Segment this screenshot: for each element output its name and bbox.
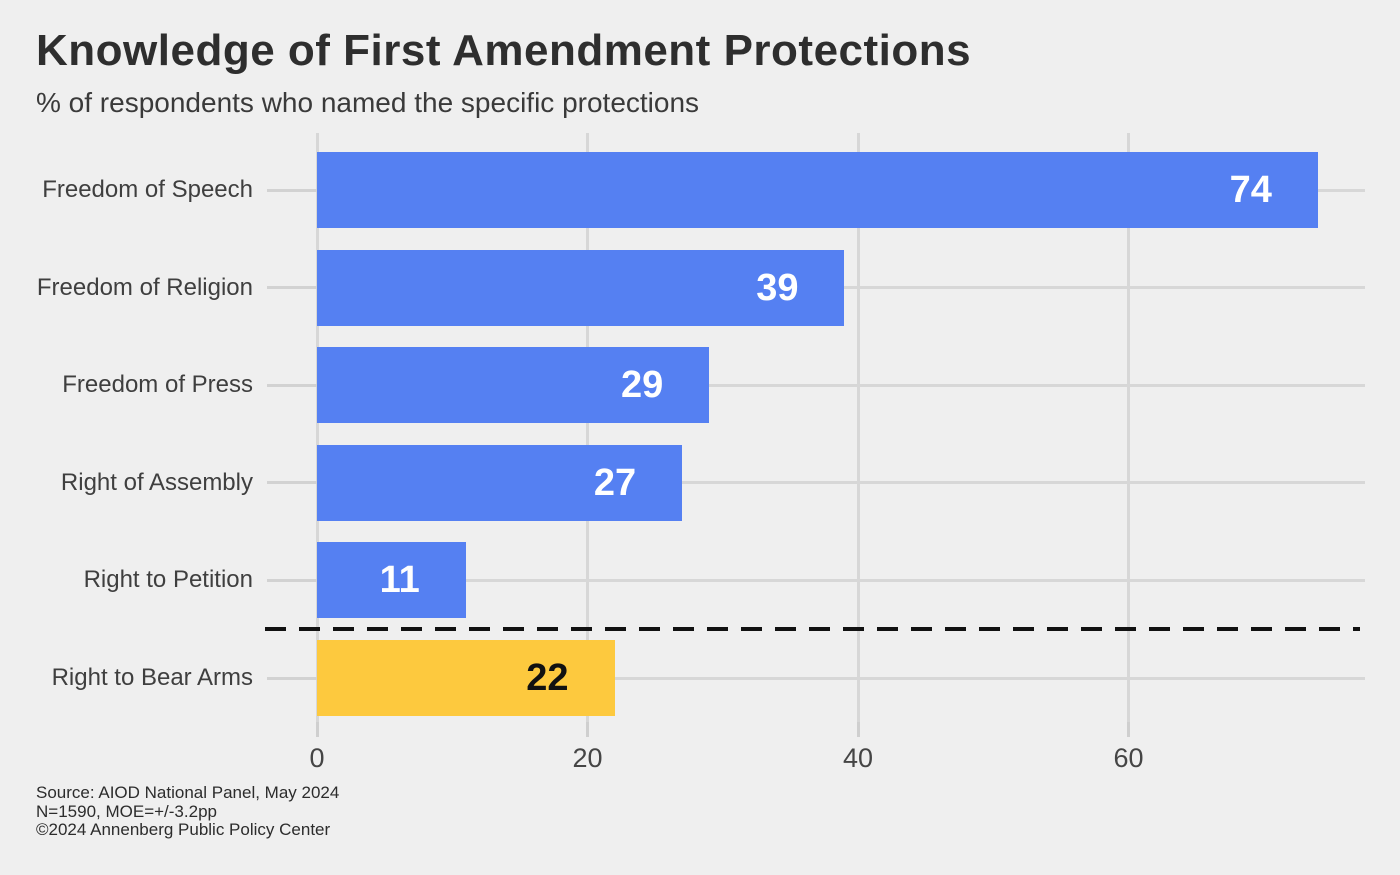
dashed-separator-line [265,627,1360,632]
bar-value-label: 22 [526,657,569,699]
row-gridline [317,383,1365,387]
bar-value-label: 27 [593,461,637,504]
y-axis-tick [267,383,317,387]
x-gridline [856,133,860,722]
y-axis-tick [267,578,317,582]
x-axis-tick [586,722,589,737]
x-gridline [315,133,319,722]
bar: 29 [317,347,710,424]
row-gridline [317,481,1365,485]
y-axis-tick [267,286,317,290]
category-label: Right to Bear Arms [51,664,253,691]
x-axis-tick [856,722,860,737]
bar: 11 [317,542,466,619]
bar: 22 [317,640,615,716]
category-label: Right to Petition [83,566,253,594]
bar: 39 [317,249,845,326]
bar-value-label: 74 [1229,169,1272,211]
bar: 27 [317,444,683,521]
chart-subtitle: % of respondents who named the specific … [36,87,700,118]
source-line: Source: AIOD National Panel, May 2024 [36,783,340,802]
bar-value-label: 11 [379,559,420,602]
category-label: Freedom of Speech [42,176,253,203]
x-axis-tick [315,722,319,737]
bar-value-label: 39 [756,266,799,309]
y-axis-tick [267,188,317,192]
source-note: Source: AIOD National Panel, May 2024 N=… [36,783,340,840]
x-tick-label: 20 [572,743,603,773]
bar: 74 [317,152,1318,228]
bar-value-label: 29 [620,364,664,407]
x-axis-tick [1127,722,1130,737]
category-label: Freedom of Press [62,371,253,399]
x-gridline [1127,133,1130,722]
row-gridline [317,578,1365,582]
sample-size-line: N=1590, MOE=+/-3.2pp [36,801,217,821]
y-axis-tick [267,481,317,485]
chart-title: Knowledge of First Amendment Protections [36,26,972,75]
x-tick-label: 60 [1113,743,1144,773]
category-label: Freedom of Religion [36,273,253,301]
x-tick-label: 40 [842,743,874,773]
copyright-line: ©2024 Annenberg Public Policy Center [36,820,331,840]
x-gridline [586,133,589,722]
x-tick-label: 0 [309,743,325,773]
category-label: Right of Assembly [60,468,253,496]
y-axis-tick [267,676,317,680]
row-gridline [317,676,1365,680]
